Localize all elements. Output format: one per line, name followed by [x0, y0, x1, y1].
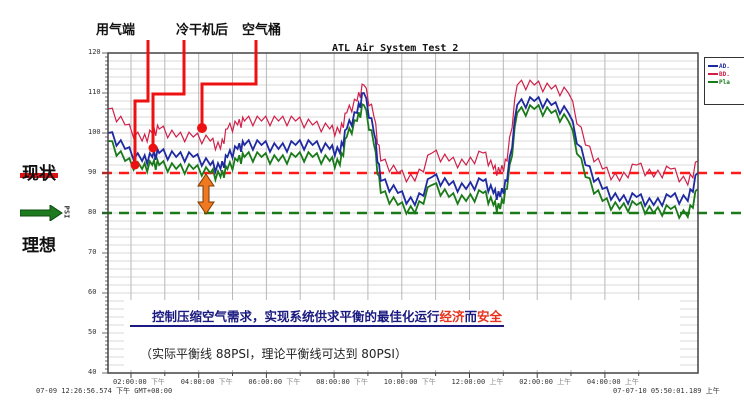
y-tick-label: 40 [88, 368, 97, 376]
y-tick-label: 50 [88, 328, 97, 336]
sensor-label-air-tank: 空气桶 [242, 23, 282, 38]
legend-item-pla[interactable]: Pla [708, 78, 744, 86]
chart-title: ATL Air System Test 2 [332, 43, 459, 54]
legend: AD. BD. Pla [704, 57, 744, 105]
sensor-callouts [130, 40, 258, 215]
legend-swatch [708, 73, 718, 75]
sub-note: （实际平衡线 88PSI，理论平衡线可达到 80PSI） [140, 347, 407, 361]
y-tick-label: 90 [88, 168, 97, 176]
x-tick-label: 12:00:00 上午 [451, 378, 504, 386]
y-tick-label: 60 [88, 288, 97, 296]
x-tick-label: 04:00:00 上午 [586, 378, 639, 386]
legend-swatch [708, 65, 718, 67]
axes [102, 52, 699, 378]
current-state-strike [20, 173, 58, 178]
legend-item-bd[interactable]: BD. [708, 70, 744, 78]
y-tick-label: 80 [88, 208, 97, 216]
y-tick-label: 100 [88, 128, 101, 136]
y-tick-label: 70 [88, 248, 97, 256]
x-tick-label: 02:00:00 上午 [519, 378, 572, 386]
ideal-arrow-icon [19, 204, 64, 225]
reference-lines [102, 171, 744, 215]
series-lines [107, 79, 699, 220]
x-tick-label: 04:00:00 下午 [180, 378, 233, 386]
y-tick-label: 120 [88, 48, 101, 56]
legend-swatch [708, 81, 718, 83]
y-tick-label: 110 [88, 88, 101, 96]
x-tick-label: 10:00:00 下午 [383, 378, 436, 386]
x-tick-label: 06:00:00 下午 [248, 378, 301, 386]
x-axis-start-label: 07-09 12:26:56.574 下午 GMT+08:00 [36, 387, 173, 395]
x-tick-label: 08:00:00 下午 [316, 378, 369, 386]
y-axis-unit-label: PSI [62, 205, 71, 219]
x-tick-label: 02:00:00 下午 [113, 378, 165, 386]
main-note: 控制压缩空气需求，实现系统供求平衡的最佳化运行经济而安全 [130, 306, 505, 327]
note-box: 控制压缩空气需求，实现系统供求平衡的最佳化运行经济而安全 （实际平衡线 88PS… [124, 300, 680, 370]
sensor-label-user-end: 用气端 [96, 23, 136, 38]
x-axis-end-label: 07-07-10 05:50:01.189 上午 [613, 387, 720, 395]
sensor-label-dryer-after: 冷干机后 [176, 23, 229, 38]
current-state-label: 现状 [20, 164, 58, 184]
ideal-state-label: 理想 [22, 236, 56, 256]
legend-item-ad[interactable]: AD. [708, 62, 744, 70]
